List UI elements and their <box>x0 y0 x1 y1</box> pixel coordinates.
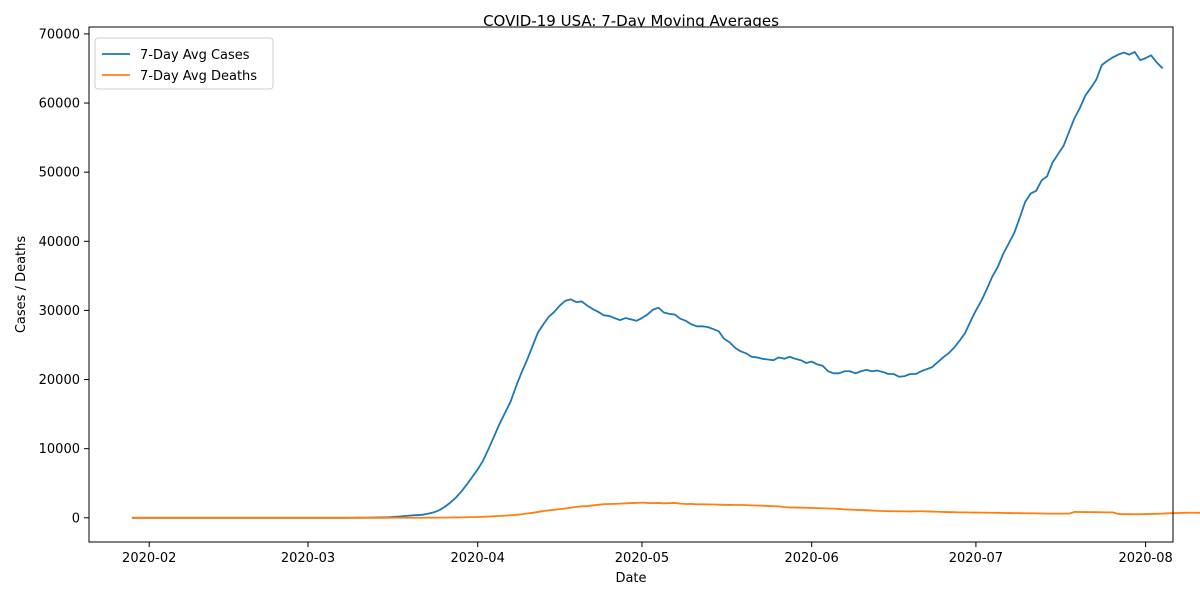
plot-frame <box>88 26 1174 543</box>
plot-area <box>89 27 1173 542</box>
y-axis-label: Cases / Deaths <box>14 236 29 334</box>
legend-label-deaths: 7-Day Avg Deaths <box>140 69 257 84</box>
x-tick-label: 2020-08 <box>1118 551 1172 566</box>
y-tick-label: 70000 <box>39 27 80 42</box>
series-line-deaths <box>131 501 1200 519</box>
y-tick-label: 60000 <box>39 97 80 112</box>
x-tick-label: 2020-04 <box>451 551 505 566</box>
x-tick-label: 2020-03 <box>281 551 335 566</box>
y-tick-label: 40000 <box>39 235 80 250</box>
y-axis: 0 10000 20000 30000 40000 50000 60000 70000 <box>39 27 89 526</box>
legend: 7-Day Avg Cases 7-Day Avg Deaths <box>94 37 274 90</box>
y-tick-label: 50000 <box>39 166 80 181</box>
series-layer <box>131 50 1200 519</box>
x-axis: 2020-02 2020-03 2020-04 2020-05 2020-06 2020-… <box>122 542 1173 566</box>
y-tick-label: 30000 <box>39 304 80 319</box>
y-tick-label: 10000 <box>39 442 80 457</box>
y-tick-label: 0 <box>72 511 80 526</box>
x-tick-label: 2020-06 <box>785 551 839 566</box>
x-tick-label: 2020-05 <box>615 551 669 566</box>
legend-label-cases: 7-Day Avg Cases <box>140 48 250 63</box>
x-axis-label: Date <box>615 571 646 586</box>
x-tick-label: 2020-02 <box>122 551 176 566</box>
chart-title: COVID-19 USA: 7-Day Moving Averages <box>483 12 779 30</box>
y-tick-label: 20000 <box>39 373 80 388</box>
x-tick-label: 2020-07 <box>949 551 1003 566</box>
legend-box <box>94 37 274 90</box>
